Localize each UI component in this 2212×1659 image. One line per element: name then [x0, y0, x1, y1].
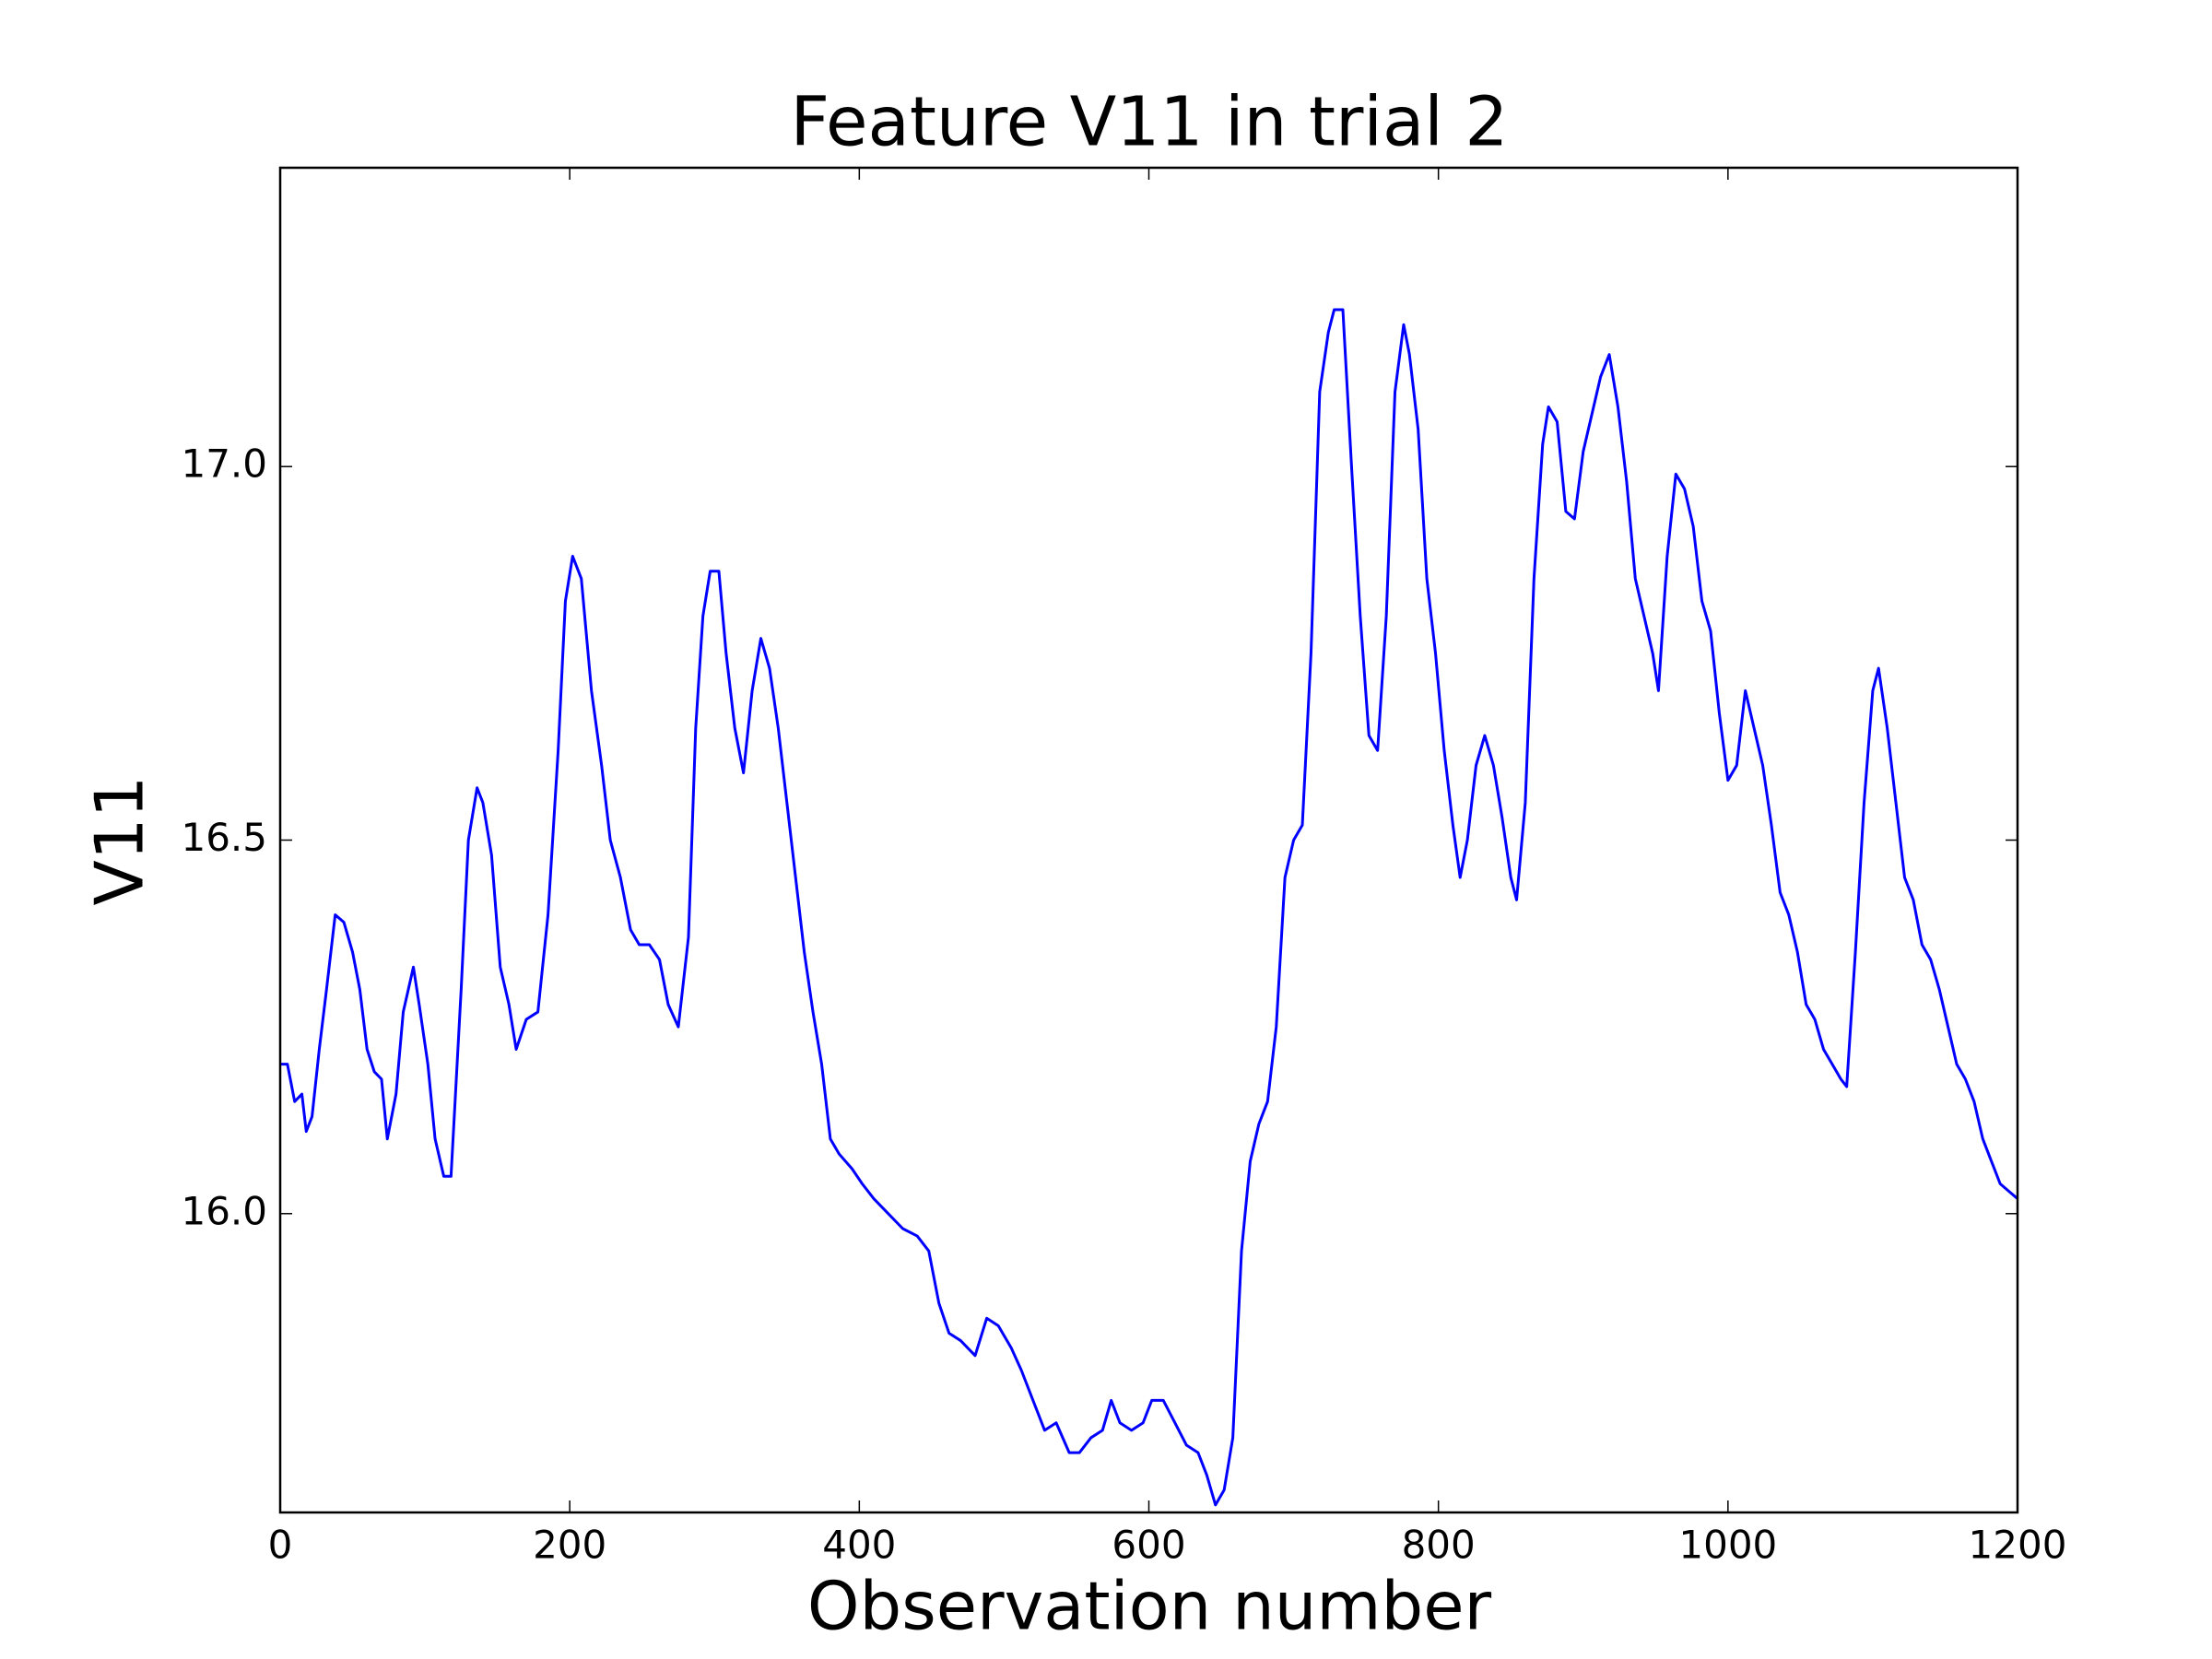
x-axis-label: Observation number [807, 1568, 1492, 1645]
y-tick-label: 17.0 [181, 441, 267, 487]
x-tick-label: 1200 [1969, 1523, 2067, 1568]
data-line [280, 308, 2018, 1507]
chart-title: Feature V11 in trial 2 [791, 83, 1509, 162]
x-tick-label: 200 [533, 1523, 606, 1568]
x-tick-label: 0 [268, 1523, 293, 1568]
x-tick-label: 800 [1402, 1523, 1476, 1568]
plot-frame [278, 166, 2019, 1514]
y-tick-label: 16.0 [181, 1188, 267, 1233]
x-tick-label: 400 [822, 1523, 896, 1568]
y-tick-label: 16.5 [181, 815, 267, 860]
x-tick-label: 600 [1112, 1523, 1185, 1568]
y-axis-label: V11 [81, 776, 159, 906]
x-tick-label: 1000 [1678, 1523, 1777, 1568]
